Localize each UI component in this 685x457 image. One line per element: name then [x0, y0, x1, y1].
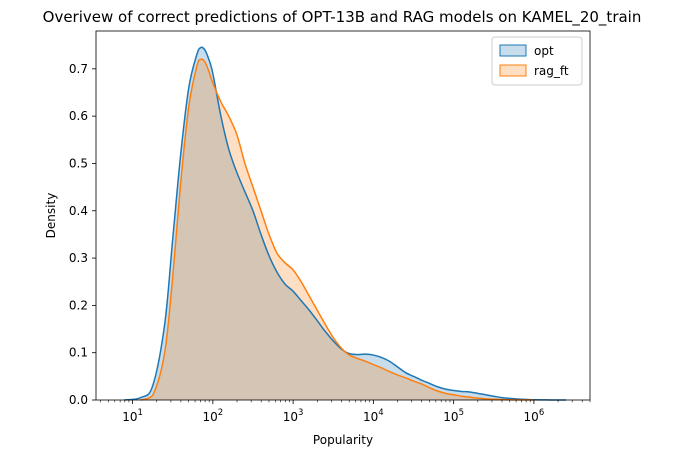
legend-label-rag_ft: rag_ft: [534, 64, 569, 78]
series-layer: [124, 46, 567, 401]
y-tick-label: 0.7: [69, 62, 88, 76]
x-tick-label: 103: [283, 408, 304, 424]
series-area-rag_ft: [140, 59, 534, 400]
legend-swatch-rag_ft: [499, 64, 527, 77]
legend-label-opt: opt: [534, 44, 554, 58]
x-axis-label: Popularity: [313, 433, 373, 447]
y-tick-label: 0.3: [69, 251, 88, 265]
legend: opt rag_ft: [491, 36, 583, 86]
y-tick-label: 0.5: [69, 156, 88, 170]
y-tick-label: 0.1: [69, 346, 88, 360]
x-tick-label: 105: [443, 408, 464, 424]
series-line-rag_ft: [140, 58, 534, 401]
x-tick-label: 101: [122, 408, 143, 424]
legend-swatch-opt: [499, 44, 527, 57]
x-axis: 101 102 103 104 105 106: [100, 400, 591, 424]
y-axis: 0.0 0.1 0.2 0.3 0.4 0.5 0.6 0.7: [69, 62, 96, 407]
plot-frame: [95, 30, 591, 401]
y-tick-label: 0.0: [69, 393, 88, 407]
y-axis-label: Density: [44, 193, 58, 239]
chart-title: Overivew of correct predictions of OPT-1…: [43, 8, 642, 27]
series-area-opt: [124, 47, 566, 400]
x-tick-label: 102: [203, 408, 224, 424]
y-tick-label: 0.6: [69, 109, 88, 123]
y-tick-label: 0.2: [69, 298, 88, 312]
x-tick-label: 106: [524, 408, 545, 424]
legend-box: [491, 36, 583, 86]
x-tick-label: 104: [363, 408, 384, 424]
series-line-opt: [124, 46, 567, 401]
y-tick-label: 0.4: [69, 204, 88, 218]
